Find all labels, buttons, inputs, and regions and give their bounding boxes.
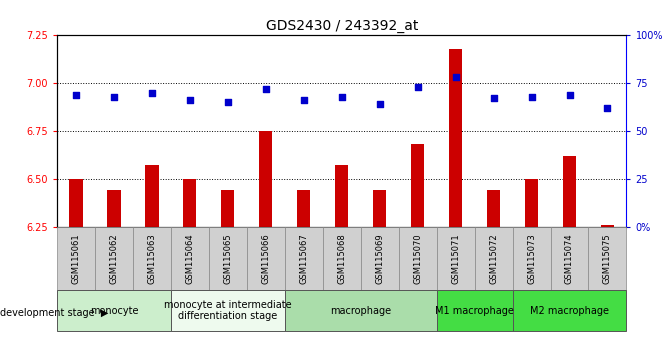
Bar — [107, 190, 121, 227]
Text: GSM115069: GSM115069 — [375, 233, 384, 284]
Bar — [95, 227, 133, 290]
Bar — [360, 227, 399, 290]
Bar — [551, 227, 588, 290]
Text: GSM115064: GSM115064 — [186, 233, 194, 284]
Point — [70, 92, 81, 97]
Title: GDS2430 / 243392_at: GDS2430 / 243392_at — [265, 19, 418, 33]
Point — [564, 92, 575, 97]
Point — [222, 99, 233, 105]
Bar — [513, 290, 626, 331]
Point — [147, 90, 157, 96]
Bar — [474, 227, 513, 290]
Text: GSM115074: GSM115074 — [565, 233, 574, 284]
Text: GSM115066: GSM115066 — [261, 233, 270, 284]
Bar — [209, 227, 247, 290]
Point — [336, 94, 347, 99]
Bar — [297, 190, 310, 227]
Bar — [411, 144, 424, 227]
Text: development stage  ▶: development stage ▶ — [0, 308, 109, 318]
Bar — [247, 227, 285, 290]
Bar — [171, 227, 209, 290]
Bar — [513, 227, 551, 290]
Bar — [171, 290, 285, 331]
Text: GSM115075: GSM115075 — [603, 233, 612, 284]
Bar — [525, 179, 538, 227]
Bar — [588, 227, 626, 290]
Text: GSM115071: GSM115071 — [451, 233, 460, 284]
Bar — [563, 156, 576, 227]
Bar — [601, 225, 614, 227]
Bar — [57, 290, 171, 331]
Bar — [285, 227, 323, 290]
Point — [375, 101, 385, 107]
Text: GSM115070: GSM115070 — [413, 233, 422, 284]
Text: GSM115067: GSM115067 — [299, 233, 308, 284]
Text: monocyte at intermediate
differentiation stage: monocyte at intermediate differentiation… — [164, 300, 291, 321]
Bar — [133, 227, 171, 290]
Bar — [323, 227, 360, 290]
Point — [526, 94, 537, 99]
Bar — [57, 227, 95, 290]
Bar — [221, 190, 234, 227]
Text: GSM115061: GSM115061 — [72, 233, 80, 284]
Text: GSM115062: GSM115062 — [109, 233, 119, 284]
Point — [602, 105, 613, 111]
Text: GSM115065: GSM115065 — [223, 233, 232, 284]
Bar — [399, 227, 437, 290]
Point — [261, 86, 271, 92]
Text: M2 macrophage: M2 macrophage — [530, 306, 609, 316]
Text: GSM115063: GSM115063 — [147, 233, 156, 284]
Bar — [449, 49, 462, 227]
Bar — [145, 165, 159, 227]
Text: GSM115073: GSM115073 — [527, 233, 536, 284]
Text: GSM115072: GSM115072 — [489, 233, 498, 284]
Point — [298, 98, 309, 103]
Bar — [335, 165, 348, 227]
Bar — [373, 190, 387, 227]
Bar — [259, 131, 273, 227]
Bar — [437, 290, 513, 331]
Point — [450, 75, 461, 80]
Point — [412, 84, 423, 90]
Point — [184, 98, 195, 103]
Text: M1 macrophage: M1 macrophage — [435, 306, 514, 316]
Point — [109, 94, 119, 99]
Text: monocyte: monocyte — [90, 306, 138, 316]
Bar — [183, 179, 196, 227]
Text: GSM115068: GSM115068 — [337, 233, 346, 284]
Bar — [285, 290, 437, 331]
Bar — [437, 227, 474, 290]
Bar — [487, 190, 500, 227]
Point — [488, 96, 499, 101]
Text: macrophage: macrophage — [330, 306, 391, 316]
Bar — [69, 179, 82, 227]
